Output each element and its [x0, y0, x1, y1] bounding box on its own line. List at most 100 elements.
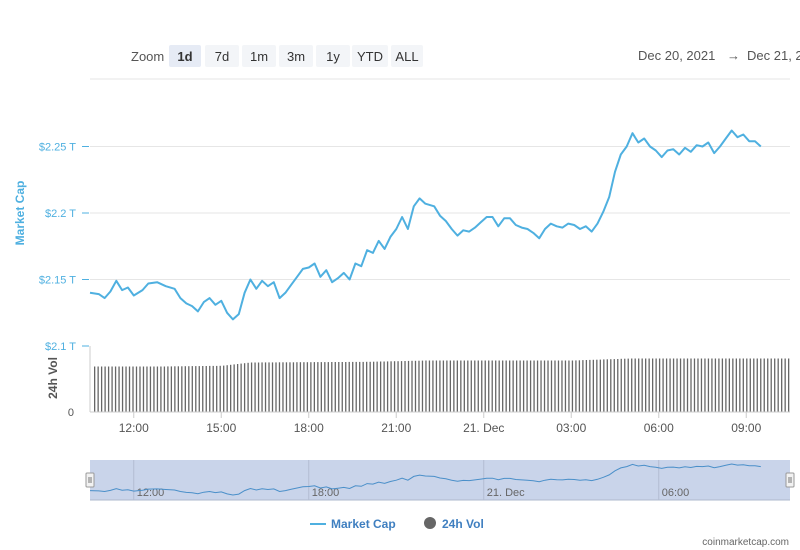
volume-bar[interactable] — [746, 358, 748, 413]
volume-bar[interactable] — [463, 360, 465, 413]
volume-bar[interactable] — [191, 366, 193, 412]
volume-bar[interactable] — [690, 358, 692, 413]
volume-bar[interactable] — [735, 358, 737, 413]
volume-bar[interactable] — [439, 360, 441, 413]
volume-bar[interactable] — [658, 358, 661, 413]
volume-bar[interactable] — [585, 360, 588, 412]
volume-bar[interactable] — [606, 359, 608, 412]
volume-bar[interactable] — [620, 358, 622, 412]
volume-bar[interactable] — [278, 362, 281, 412]
volume-bar[interactable] — [582, 360, 584, 412]
volume-bar[interactable] — [435, 360, 438, 413]
volume-bar[interactable] — [603, 359, 605, 412]
volume-bar[interactable] — [753, 358, 755, 413]
market-cap-line[interactable] — [89, 129, 762, 321]
volume-bar[interactable] — [442, 360, 445, 413]
volume-bar[interactable] — [564, 360, 567, 413]
grip-handle-icon[interactable] — [785, 472, 795, 488]
volume-bar[interactable] — [509, 360, 511, 413]
volume-bar[interactable] — [202, 366, 204, 412]
volume-bar[interactable] — [749, 358, 751, 413]
volume-bar[interactable] — [648, 358, 650, 413]
volume-bar[interactable] — [209, 365, 211, 412]
volume-bar[interactable] — [669, 358, 671, 413]
zoom-button-1m[interactable]: 1m — [242, 45, 276, 67]
volume-bar[interactable] — [571, 360, 574, 413]
volume-bar[interactable] — [788, 358, 790, 413]
volume-bar[interactable] — [777, 358, 779, 413]
volume-bar[interactable] — [613, 359, 615, 412]
volume-bar[interactable] — [174, 366, 176, 412]
volume-bar[interactable] — [352, 361, 354, 412]
volume-bar[interactable] — [142, 366, 145, 413]
volume-bar[interactable] — [547, 360, 549, 413]
volume-bar[interactable] — [306, 362, 309, 412]
volume-bar[interactable] — [589, 359, 591, 412]
volume-bar[interactable] — [299, 362, 302, 412]
volume-bar[interactable] — [446, 360, 448, 413]
volume-bar[interactable] — [236, 364, 239, 412]
volume-bar[interactable] — [519, 360, 521, 413]
volume-bar[interactable] — [421, 360, 424, 412]
volume-bar[interactable] — [686, 358, 689, 413]
volume-bar[interactable] — [170, 366, 173, 412]
volume-bar[interactable] — [557, 360, 560, 413]
volume-bar[interactable] — [320, 362, 322, 412]
volume-bar[interactable] — [484, 360, 486, 413]
zoom-button-ytd[interactable]: YTD — [352, 45, 388, 67]
volume-bar[interactable] — [264, 362, 267, 412]
volume-bar[interactable] — [149, 366, 152, 413]
volume-bar[interactable] — [296, 362, 298, 412]
volume-bar[interactable] — [784, 358, 786, 413]
volume-bar[interactable] — [303, 362, 305, 412]
volume-bar[interactable] — [121, 366, 124, 413]
volume-bar[interactable] — [268, 362, 270, 412]
volume-bar[interactable] — [135, 366, 138, 413]
volume-bar[interactable] — [104, 366, 106, 413]
volume-bar[interactable] — [331, 362, 333, 412]
volume-bar[interactable] — [638, 358, 640, 413]
volume-bar[interactable] — [634, 358, 636, 413]
volume-bar[interactable] — [721, 358, 724, 413]
zoom-button-1y[interactable]: 1y — [316, 45, 350, 67]
volume-bar[interactable] — [662, 358, 664, 413]
volume-bar[interactable] — [641, 358, 643, 413]
volume-bar[interactable] — [271, 362, 274, 412]
navigator-handle-left[interactable] — [85, 472, 95, 488]
volume-bar[interactable] — [655, 358, 657, 413]
volume-bar[interactable] — [128, 366, 131, 413]
volume-bar[interactable] — [739, 358, 741, 413]
volume-bar[interactable] — [341, 362, 343, 412]
volume-bar[interactable] — [596, 359, 598, 412]
volume-bar[interactable] — [742, 358, 744, 413]
volume-bar[interactable] — [411, 360, 413, 412]
volume-bar[interactable] — [372, 361, 375, 412]
volume-bar[interactable] — [132, 366, 134, 413]
volume-bar[interactable] — [575, 360, 577, 412]
volume-bar[interactable] — [282, 362, 284, 412]
volume-bar[interactable] — [414, 360, 417, 412]
volume-bar[interactable] — [125, 366, 127, 413]
volume-bar[interactable] — [205, 366, 207, 412]
volume-bar[interactable] — [453, 360, 455, 413]
volume-bar[interactable] — [512, 360, 514, 413]
volume-bar[interactable] — [338, 362, 340, 412]
volume-bar[interactable] — [536, 360, 539, 413]
volume-bar[interactable] — [624, 358, 626, 412]
volume-bar[interactable] — [327, 362, 329, 412]
volume-bar[interactable] — [177, 366, 179, 412]
volume-bar[interactable] — [515, 360, 518, 413]
zoom-button-all[interactable]: ALL — [391, 45, 423, 67]
volume-bar[interactable] — [223, 365, 225, 412]
volume-bar[interactable] — [275, 362, 277, 412]
volume-bar[interactable] — [707, 358, 710, 413]
volume-bar[interactable] — [651, 358, 654, 413]
volume-bar[interactable] — [449, 360, 452, 413]
volume-bar[interactable] — [456, 360, 458, 413]
volume-bar[interactable] — [230, 364, 232, 412]
volume-bar[interactable] — [488, 360, 490, 413]
volume-bar[interactable] — [118, 366, 120, 413]
volume-bar[interactable] — [428, 360, 431, 413]
navigator-handle-right[interactable] — [785, 472, 795, 488]
grip-handle-icon[interactable] — [85, 472, 95, 488]
